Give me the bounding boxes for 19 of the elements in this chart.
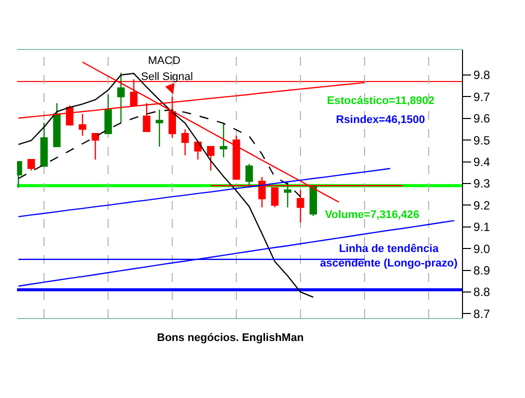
y-tick-label: 8.9 (473, 263, 490, 278)
y-tick-label: 9.6 (473, 112, 490, 126)
y-tick-label: 9.1 (473, 220, 490, 234)
y-tick-label: 8.8 (473, 285, 490, 300)
annotation: Sell Signal (141, 71, 193, 83)
annotation: Estocástico=11,8902 (327, 95, 434, 107)
text: Bons negócios. EnglishMan (157, 332, 304, 344)
y-tick-label: 9.5 (473, 133, 490, 148)
annotation: Linha de tendência ascendente (Longo-prazo) (320, 243, 458, 270)
y-tick-label: 8.7 (473, 306, 490, 321)
annotation: Volume=7,316,426 (325, 209, 420, 221)
y-tick-label: 9.2 (473, 198, 490, 212)
y-tick-label: 9.8 (473, 68, 490, 82)
y-tick-label: 9.7 (473, 90, 490, 104)
y-tick-label: 9.3 (473, 176, 490, 191)
y-tick-label: 9.0 (473, 242, 490, 256)
series-label: MACD (148, 55, 180, 67)
y-tick-label: 9.4 (473, 154, 490, 169)
annotation: Rsindex=46,1500 (336, 114, 425, 126)
